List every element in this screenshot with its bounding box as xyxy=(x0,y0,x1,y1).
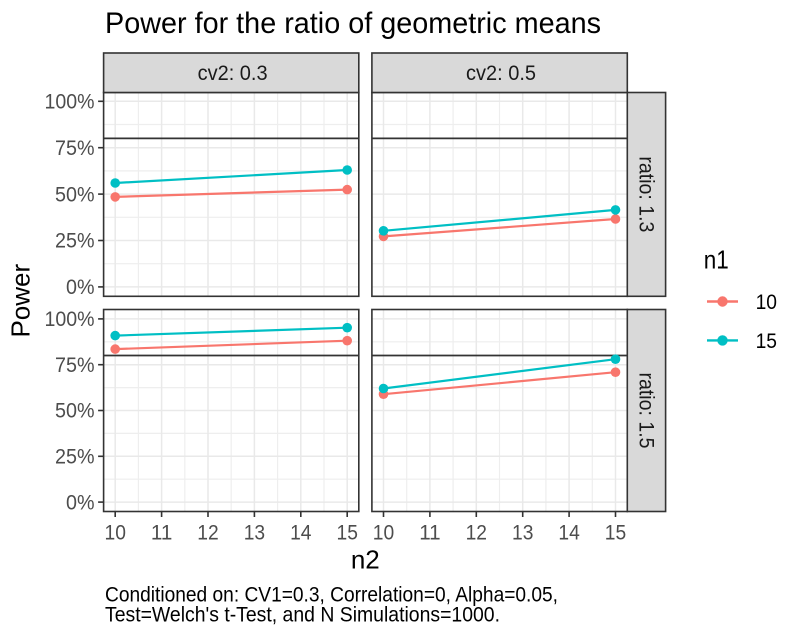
svg-text:25%: 25% xyxy=(55,446,95,469)
svg-text:15: 15 xyxy=(337,522,358,545)
svg-text:13: 13 xyxy=(244,522,265,545)
svg-text:50%: 50% xyxy=(55,400,95,423)
svg-text:100%: 100% xyxy=(45,308,95,331)
svg-text:12: 12 xyxy=(466,522,487,545)
svg-text:14: 14 xyxy=(558,522,580,545)
svg-text:0%: 0% xyxy=(66,491,95,514)
svg-text:Conditioned on: CV1=0.3, Corre: Conditioned on: CV1=0.3, Correlation=0, … xyxy=(105,583,558,606)
svg-text:75%: 75% xyxy=(55,354,95,377)
svg-text:50%: 50% xyxy=(55,183,95,206)
svg-text:11: 11 xyxy=(419,522,440,545)
svg-text:11: 11 xyxy=(151,522,172,545)
svg-text:Power: Power xyxy=(6,264,36,338)
svg-text:cv2: 0.3: cv2: 0.3 xyxy=(198,62,268,85)
svg-text:10: 10 xyxy=(105,522,126,545)
svg-text:10: 10 xyxy=(373,522,394,545)
svg-text:75%: 75% xyxy=(55,137,95,160)
svg-text:13: 13 xyxy=(512,522,533,545)
svg-text:ratio: 1.5: ratio: 1.5 xyxy=(634,373,657,449)
svg-text:15: 15 xyxy=(756,330,777,353)
svg-text:10: 10 xyxy=(756,291,777,314)
svg-text:15: 15 xyxy=(605,522,626,545)
svg-text:12: 12 xyxy=(197,522,218,545)
svg-text:ratio: 1.3: ratio: 1.3 xyxy=(634,156,657,232)
svg-text:0%: 0% xyxy=(66,276,95,299)
svg-text:25%: 25% xyxy=(55,230,95,253)
svg-text:n2: n2 xyxy=(351,544,380,574)
svg-text:Test=Welch's t-Test, and N Sim: Test=Welch's t-Test, and N Simulations=1… xyxy=(105,603,500,626)
svg-text:cv2: 0.5: cv2: 0.5 xyxy=(466,62,536,85)
svg-text:Power for the ratio of geometr: Power for the ratio of geometric means xyxy=(105,7,601,40)
svg-text:100%: 100% xyxy=(45,91,95,114)
svg-text:14: 14 xyxy=(290,522,312,545)
svg-text:n1: n1 xyxy=(704,245,729,275)
